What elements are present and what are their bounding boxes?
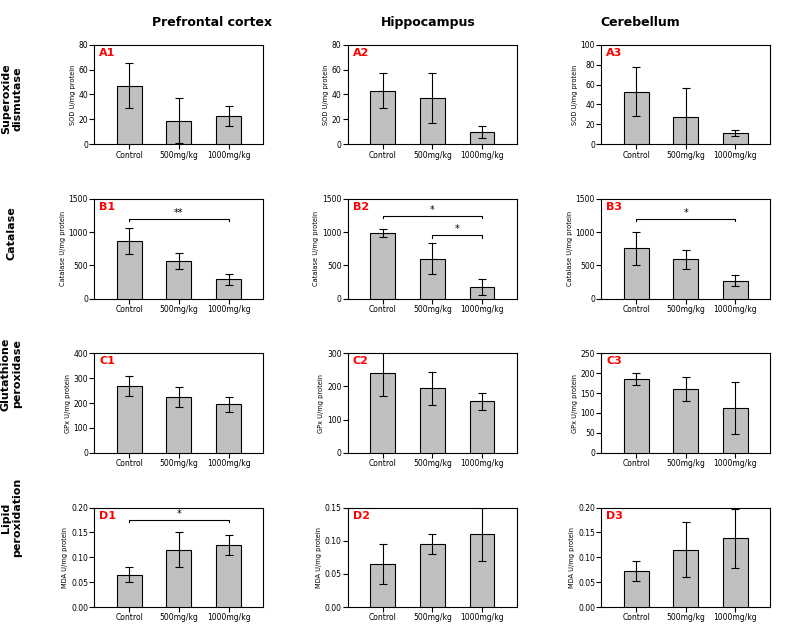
Text: B1: B1 xyxy=(99,202,116,212)
Bar xyxy=(116,241,141,298)
Text: C3: C3 xyxy=(606,357,622,366)
Bar xyxy=(420,98,445,144)
Text: A3: A3 xyxy=(606,48,623,58)
Text: *: * xyxy=(176,509,182,519)
Bar xyxy=(167,550,191,607)
Bar xyxy=(469,534,494,607)
Text: Lipid
peroxidation: Lipid peroxidation xyxy=(1,478,23,557)
Y-axis label: GPx U/mg protein: GPx U/mg protein xyxy=(571,374,578,433)
Bar xyxy=(116,86,141,144)
Y-axis label: Catalase U/mg protein: Catalase U/mg protein xyxy=(60,212,66,286)
Bar xyxy=(370,564,395,607)
Bar xyxy=(167,261,191,298)
Bar xyxy=(723,539,748,607)
Y-axis label: Catalase U/mg protein: Catalase U/mg protein xyxy=(567,212,573,286)
Text: B3: B3 xyxy=(606,202,623,212)
Bar xyxy=(116,574,141,607)
Text: Superoxide
dismutase: Superoxide dismutase xyxy=(1,64,23,134)
Bar xyxy=(216,404,241,453)
Text: A2: A2 xyxy=(353,48,369,58)
Bar xyxy=(469,401,494,453)
Bar xyxy=(216,545,241,607)
Bar xyxy=(723,134,748,144)
Text: **: ** xyxy=(174,208,184,218)
Bar xyxy=(420,259,445,298)
Bar xyxy=(674,259,698,298)
Text: D1: D1 xyxy=(99,511,116,521)
Bar xyxy=(623,379,648,453)
Bar xyxy=(674,118,698,144)
Bar xyxy=(674,550,698,607)
Y-axis label: Catalase U/mg protein: Catalase U/mg protein xyxy=(314,212,319,286)
Text: *: * xyxy=(683,208,689,218)
Bar xyxy=(370,233,395,298)
Bar xyxy=(623,571,648,607)
Bar xyxy=(723,408,748,453)
Text: Hippocampus: Hippocampus xyxy=(381,16,476,29)
Bar xyxy=(420,544,445,607)
Bar xyxy=(370,91,395,144)
Y-axis label: MDA U/mg protein: MDA U/mg protein xyxy=(62,527,68,588)
Text: A1: A1 xyxy=(99,48,116,58)
Text: *: * xyxy=(455,224,460,235)
Bar xyxy=(623,248,648,298)
Bar xyxy=(116,385,141,453)
Text: Prefrontal cortex: Prefrontal cortex xyxy=(152,16,272,29)
Y-axis label: MDA U/mg protein: MDA U/mg protein xyxy=(569,527,575,588)
Text: D3: D3 xyxy=(606,511,623,521)
Bar xyxy=(723,281,748,298)
Bar xyxy=(469,286,494,298)
Bar xyxy=(167,121,191,144)
Bar xyxy=(370,373,395,453)
Text: B2: B2 xyxy=(353,202,369,212)
Text: Glutathione
peroxidase: Glutathione peroxidase xyxy=(1,337,23,410)
Bar xyxy=(469,132,494,144)
Bar xyxy=(216,116,241,144)
Bar xyxy=(674,389,698,453)
Text: C2: C2 xyxy=(353,357,369,366)
Text: Catalase: Catalase xyxy=(7,206,17,260)
Y-axis label: GPx U/mg protein: GPx U/mg protein xyxy=(318,374,324,433)
Y-axis label: GPx U/mg protein: GPx U/mg protein xyxy=(64,374,71,433)
Text: Cerebellum: Cerebellum xyxy=(601,16,681,29)
Text: *: * xyxy=(430,204,435,215)
Bar xyxy=(623,91,648,144)
Bar xyxy=(216,279,241,298)
Text: D2: D2 xyxy=(353,511,370,521)
Y-axis label: MDA U/mg protein: MDA U/mg protein xyxy=(316,527,321,588)
Y-axis label: SOD U/mg protein: SOD U/mg protein xyxy=(69,65,75,125)
Y-axis label: SOD U/mg protein: SOD U/mg protein xyxy=(571,65,578,125)
Y-axis label: SOD U/mg protein: SOD U/mg protein xyxy=(323,65,329,125)
Bar xyxy=(420,388,445,453)
Text: C1: C1 xyxy=(99,357,116,366)
Bar xyxy=(167,397,191,453)
